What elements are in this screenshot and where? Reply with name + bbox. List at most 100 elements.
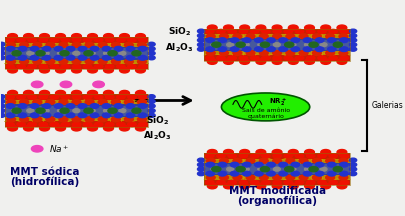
Circle shape [227,55,237,61]
Circle shape [111,100,120,105]
Circle shape [197,158,204,162]
Circle shape [36,108,45,113]
Circle shape [84,51,93,56]
Circle shape [60,108,69,113]
Circle shape [238,180,248,185]
Circle shape [72,51,79,55]
Circle shape [54,46,63,51]
Circle shape [271,55,281,61]
Circle shape [102,46,111,51]
Circle shape [272,34,281,39]
Circle shape [72,59,81,64]
Circle shape [0,99,5,103]
Circle shape [115,94,126,100]
Circle shape [304,149,313,155]
Circle shape [138,46,146,51]
Circle shape [49,64,59,69]
Circle shape [30,56,38,60]
Bar [204,159,349,163]
Circle shape [285,175,294,180]
Circle shape [103,51,110,55]
Circle shape [124,59,133,64]
Bar [4,43,148,47]
Circle shape [266,38,275,43]
Circle shape [327,47,335,52]
Circle shape [8,34,17,39]
Circle shape [260,167,269,172]
Circle shape [135,91,145,96]
Circle shape [217,162,226,167]
Circle shape [23,67,33,73]
Circle shape [298,51,307,56]
Circle shape [138,37,147,43]
Circle shape [303,162,311,167]
Circle shape [5,122,15,127]
Circle shape [266,47,275,52]
Circle shape [239,183,249,189]
Circle shape [278,47,287,52]
Circle shape [119,125,129,131]
Circle shape [288,183,297,189]
Circle shape [205,171,214,176]
Circle shape [304,183,313,189]
Circle shape [285,158,294,163]
Circle shape [242,171,250,176]
Circle shape [38,64,48,69]
Circle shape [305,180,315,185]
Circle shape [336,183,346,189]
Bar [4,60,148,64]
Circle shape [60,122,70,127]
Circle shape [12,108,21,113]
Circle shape [54,56,63,60]
Circle shape [206,175,215,180]
Circle shape [147,113,155,117]
Circle shape [290,38,299,43]
Circle shape [27,122,37,127]
Circle shape [197,43,204,47]
Circle shape [55,67,65,73]
Circle shape [272,51,281,56]
Circle shape [71,122,81,127]
Circle shape [215,29,225,34]
Circle shape [290,171,299,176]
Circle shape [138,94,147,100]
Circle shape [103,67,113,73]
Circle shape [223,25,233,30]
Circle shape [227,153,237,159]
Circle shape [108,108,117,113]
Circle shape [6,104,15,108]
Circle shape [328,29,337,34]
Circle shape [254,171,262,176]
Circle shape [260,42,269,47]
Circle shape [257,167,264,171]
Circle shape [238,55,248,61]
Circle shape [23,91,34,96]
Circle shape [205,29,214,34]
Circle shape [71,94,81,100]
Circle shape [66,104,75,108]
Circle shape [58,51,64,55]
Circle shape [16,122,26,127]
Circle shape [18,46,27,51]
Circle shape [87,91,97,96]
Circle shape [290,47,299,52]
Circle shape [257,43,264,47]
Circle shape [88,51,95,55]
Bar [4,37,148,69]
Circle shape [278,171,287,176]
Circle shape [18,56,27,60]
Circle shape [271,183,281,189]
Circle shape [55,34,65,39]
Circle shape [8,67,17,73]
Circle shape [260,153,270,159]
Circle shape [336,25,346,30]
Circle shape [288,149,297,155]
Bar [204,55,349,61]
Circle shape [294,29,304,34]
Circle shape [16,94,26,100]
Circle shape [206,158,215,163]
Circle shape [259,34,268,39]
Circle shape [20,42,28,47]
Circle shape [104,37,114,43]
Circle shape [94,37,103,43]
